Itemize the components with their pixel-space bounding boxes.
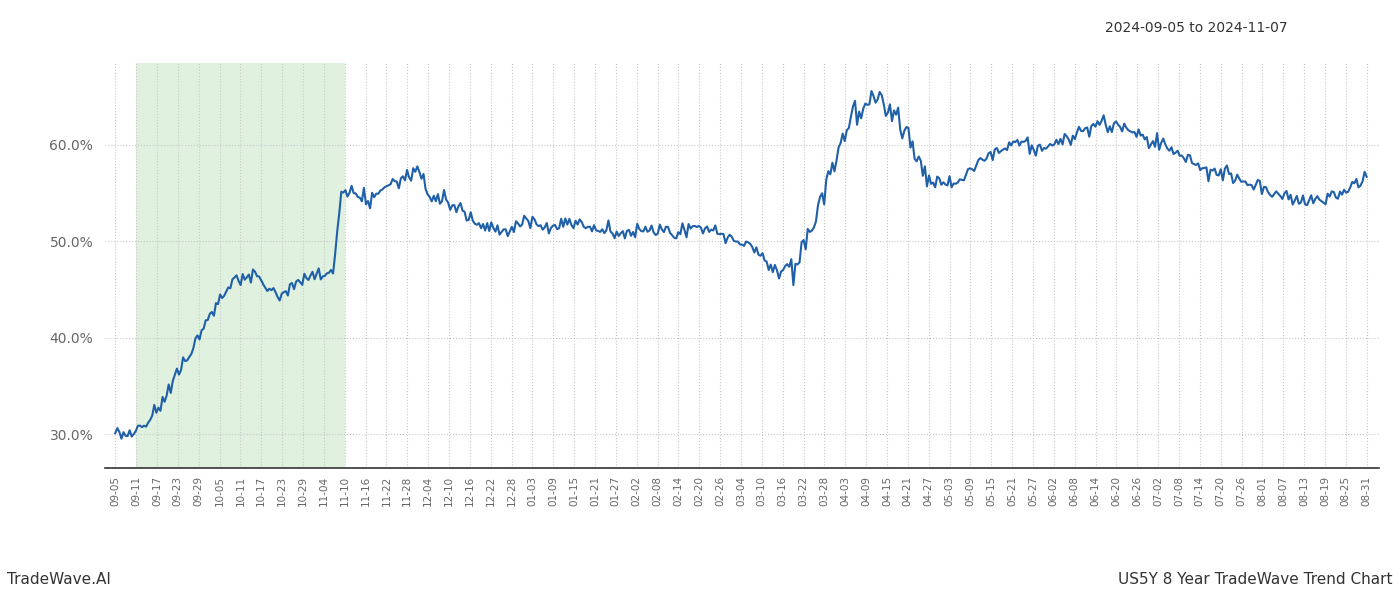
Bar [136,63,344,468]
Text: TradeWave.AI: TradeWave.AI [7,572,111,587]
Text: US5Y 8 Year TradeWave Trend Chart: US5Y 8 Year TradeWave Trend Chart [1119,572,1393,587]
Text: 2024-09-05 to 2024-11-07: 2024-09-05 to 2024-11-07 [1106,21,1288,35]
